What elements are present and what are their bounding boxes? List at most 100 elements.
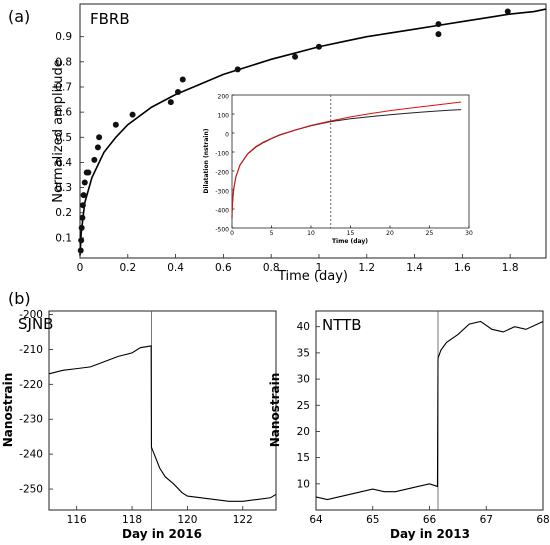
fbrb-y-axis-label: Normalized amplitude (51, 59, 66, 203)
nttb-y-tick-label: 40 (297, 321, 310, 333)
inset-y-tick-label: 0 (225, 132, 229, 139)
fbrb-fit-line (79, 8, 547, 256)
inset-y-tick-label: 200 (218, 94, 230, 101)
sjnb-y-axis-ticks: -200 -210 -220 -230 -240 -250 (19, 309, 53, 496)
fbrb-y-tick-label: 0.4 (55, 157, 72, 169)
inset-x-tick-label: 0 (230, 230, 234, 237)
fbrb-x-axis-label: Time (day) (277, 269, 348, 284)
fbrb-x-tick-label: 0.8 (263, 262, 280, 274)
fbrb-data-point (234, 66, 241, 73)
inset-y-tick-label: -300 (215, 189, 229, 196)
fbrb-data-point (174, 89, 181, 96)
inset-x-tick-label: 10 (307, 230, 315, 237)
inset-y-tick-label: -400 (215, 208, 229, 215)
fbrb-x-tick-label: 0 (77, 262, 84, 274)
fbrb-x-tick-label: 1.8 (502, 262, 519, 274)
fbrb-y-tick-label: 0.6 (55, 107, 72, 119)
sjnb-x-tick-label: 120 (177, 514, 197, 526)
inset-x-axis-ticks: 0 5 10 15 20 25 30 (230, 225, 473, 237)
fbrb-y-tick-label: 0.3 (55, 182, 72, 194)
sjnb-plot-frame (48, 310, 277, 511)
fbrb-data-point (96, 134, 103, 141)
sjnb-x-tick-label: 116 (67, 514, 87, 526)
panel-label-a: (a) (8, 7, 30, 26)
sjnb-x-axis-label: Day in 2016 (122, 527, 202, 541)
chart-nttb: NTTB 64 65 66 67 68 10 15 20 25 30 35 40 Day in 20… (268, 310, 550, 541)
fbrb-data-point (504, 8, 511, 15)
fbrb-data-point (85, 169, 92, 176)
chart-sjnb: SJNB 116 118 120 122 -200-210-220-230-240-2… (1, 309, 277, 541)
nttb-plot-frame (315, 310, 544, 511)
sjnb-y-tick-label: -200 (19, 309, 43, 321)
nttb-strain-line (315, 320, 544, 501)
fbrb-data-point (112, 121, 119, 128)
fbrb-x-tick-label: 1 (316, 262, 323, 274)
inset-x-tick-label: 15 (347, 230, 355, 237)
fbrb-data-point (79, 214, 86, 221)
sjnb-x-tick-label: 122 (233, 514, 253, 526)
fbrb-data-point (81, 179, 88, 186)
sjnb-y-tick-label: -220 (19, 379, 43, 391)
fbrb-x-tick-label: 1.6 (454, 262, 471, 274)
inset-x-tick-label: 20 (386, 230, 394, 237)
fbrb-data-point (435, 21, 442, 28)
sjnb-x-axis-ticks: 116 118 120 122 (67, 506, 253, 526)
inset-series-red (231, 101, 462, 215)
nttb-y-tick-label: 20 (297, 426, 310, 438)
nttb-y-axis-label: Nanostrain (268, 373, 282, 447)
nttb-y-tick-label: 30 (297, 374, 310, 386)
fbrb-data-point (78, 237, 85, 244)
sjnb-y-axis-label: Nanostrain (1, 373, 15, 447)
fbrb-data-point (167, 99, 174, 106)
sjnb-title: SJNB (18, 315, 53, 333)
fbrb-data-point (91, 156, 98, 163)
nttb-x-axis-label: Day in 2013 (390, 527, 470, 541)
inset-plot-frame (231, 94, 470, 229)
inset-y-tick-label: -100 (215, 151, 229, 158)
fbrb-x-tick-label: 0.4 (167, 262, 184, 274)
inset-y-axis-ticks: -500 -400 -300 -200 -100 0 100 200 (215, 94, 235, 234)
nttb-x-tick-label: 68 (536, 514, 549, 526)
sjnb-y-tick-label: -210 (19, 344, 43, 356)
inset-x-tick-label: 5 (270, 230, 274, 237)
inset-y-tick-label: -200 (215, 170, 229, 177)
inset-x-tick-label: 25 (426, 230, 434, 237)
nttb-x-tick-label: 65 (366, 514, 379, 526)
fbrb-x-tick-label: 0.6 (215, 262, 232, 274)
fbrb-data-point (78, 224, 85, 231)
fbrb-title: FBRB (90, 10, 130, 28)
fbrb-data-point (94, 144, 101, 151)
inset-x-tick-label: 30 (465, 230, 473, 237)
chart-fbrb: FBRB 0 0.2 0.4 0.6 0.8 1 1.2 1.4 1.6 1.8 0.10.20.… (51, 3, 547, 284)
nttb-x-tick-label: 66 (423, 514, 437, 526)
fbrb-y-tick-label: 0.7 (55, 81, 72, 93)
fbrb-data-point (129, 111, 136, 118)
fbrb-data-point (80, 192, 87, 199)
nttb-y-axis-ticks: 10 15 20 25 30 35 40 (297, 321, 320, 490)
sjnb-y-tick-label: -240 (19, 449, 43, 461)
sjnb-x-tick-label: 118 (122, 514, 142, 526)
nttb-x-axis-ticks: 64 65 66 67 68 (309, 506, 550, 526)
nttb-y-tick-label: 35 (297, 347, 310, 359)
sjnb-strain-line (48, 345, 277, 502)
sjnb-y-tick-label: -230 (19, 414, 43, 426)
fbrb-data-point (292, 53, 299, 60)
fbrb-x-tick-label: 1.2 (358, 262, 375, 274)
nttb-y-tick-label: 10 (297, 478, 310, 490)
nttb-title: NTTB (322, 316, 362, 334)
fbrb-data-points (77, 8, 511, 254)
sjnb-y-tick-label: -250 (19, 484, 43, 496)
inset-y-axis-label: Dilatation (nstrain) (203, 128, 210, 193)
nttb-x-tick-label: 64 (309, 514, 323, 526)
nttb-x-tick-label: 67 (480, 514, 493, 526)
fbrb-x-tick-label: 1.4 (406, 262, 423, 274)
inset-x-axis-label: Time (day) (332, 238, 368, 245)
fbrb-y-tick-label: 0.5 (55, 132, 72, 144)
fbrb-y-tick-label: 0.9 (55, 31, 72, 43)
fbrb-y-tick-label: 0.8 (55, 56, 72, 68)
nttb-y-tick-label: 25 (297, 400, 310, 412)
fbrb-data-point (79, 202, 86, 209)
fbrb-data-point (435, 31, 442, 38)
fbrb-x-tick-label: 0.2 (119, 262, 136, 274)
